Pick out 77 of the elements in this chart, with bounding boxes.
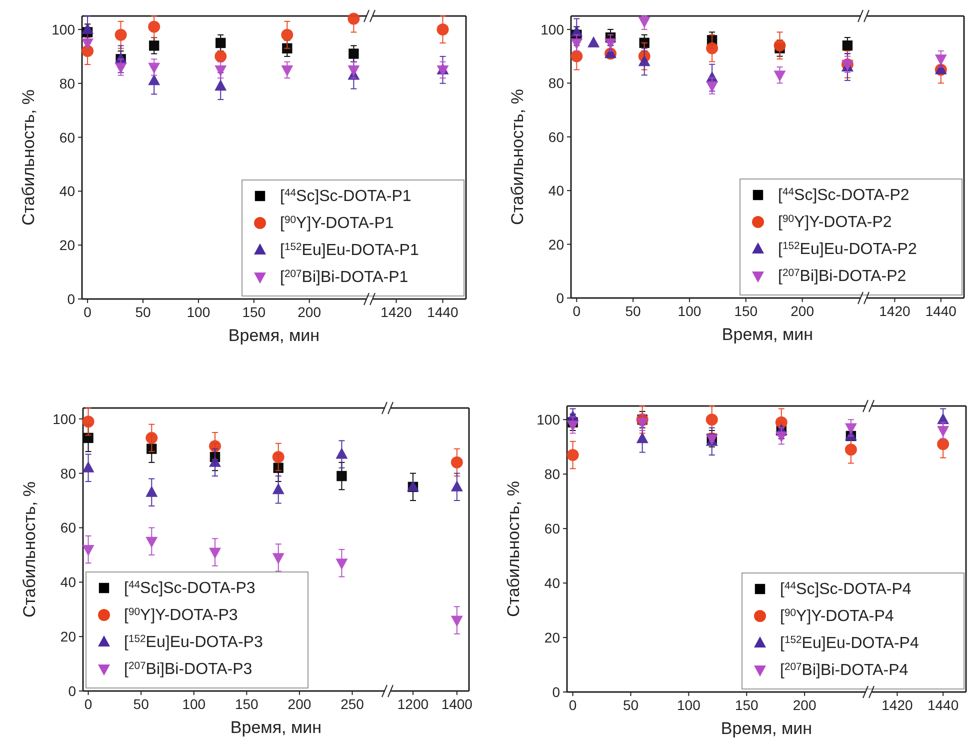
- y-axis-title: Стабильность, %: [504, 481, 523, 617]
- y-tick-label: 20: [60, 628, 76, 645]
- x-tick-label: 1420: [882, 697, 913, 713]
- legend-label: [$^{207}$Bi]Bi-DOTA-P1: [280, 268, 408, 286]
- y-tick-label: 60: [60, 520, 76, 536]
- y-tick-label: 60: [548, 128, 564, 145]
- x-tick-label: 250: [340, 696, 364, 712]
- legend-label: [$^{44}$Sc]Sc-DOTA-P4: [780, 580, 912, 598]
- legend-label: [$^{152}$Eu]Eu-DOTA-P4: [780, 634, 919, 652]
- x-tick-label: 1440: [927, 697, 959, 713]
- y-tick-label: 0: [552, 684, 560, 700]
- y-tick-label: 80: [548, 75, 564, 92]
- x-axis-title: Время, мин: [228, 326, 320, 345]
- x-tick-label: 50: [135, 304, 151, 320]
- y-tick-label: 0: [556, 290, 564, 306]
- y-tick-label: 20: [544, 630, 560, 646]
- x-tick-label: 200: [790, 303, 814, 319]
- y-tick-label: 60: [544, 520, 560, 537]
- x-tick-label: 1200: [397, 696, 429, 712]
- y-tick-label: 40: [60, 574, 76, 590]
- y-axis-title: Стабильность, %: [19, 90, 38, 226]
- legend-label: [$^{152}$Eu]Eu-DOTA-P3: [124, 634, 263, 651]
- y-tick-label: 40: [548, 182, 564, 199]
- x-tick-label: 200: [792, 697, 816, 713]
- x-tick-label: 100: [182, 696, 206, 712]
- legend-label: [$^{152}$Eu]Eu-DOTA-P1: [280, 242, 419, 259]
- legend-label: [$^{207}$Bi]Bi-DOTA-P2: [778, 268, 906, 285]
- x-axis-title: Время, мин: [230, 718, 322, 737]
- x-tick-label: 0: [84, 304, 92, 320]
- x-tick-label: 0: [84, 696, 92, 712]
- y-tick-label: 80: [59, 75, 76, 92]
- x-tick-label: 50: [133, 696, 150, 712]
- y-axis-title: Стабильность, %: [20, 482, 39, 618]
- x-tick-label: 1420: [879, 303, 910, 319]
- x-tick-label: 200: [298, 304, 322, 320]
- y-tick-label: 100: [540, 21, 564, 38]
- y-tick-label: 40: [59, 183, 76, 200]
- y-tick-label: 40: [544, 575, 560, 592]
- y-tick-label: 80: [544, 466, 560, 482]
- x-axis-title: Время, мин: [720, 719, 812, 738]
- y-tick-label: 80: [60, 465, 76, 482]
- legend-label: [$^{207}$Bi]Bi-DOTA-P4: [780, 662, 908, 679]
- legend-label: [$^{207}$Bi]Bi-DOTA-P3: [124, 660, 252, 678]
- x-tick-label: 1400: [441, 696, 473, 712]
- x-tick-label: 100: [677, 697, 701, 713]
- x-tick-label: 50: [622, 697, 639, 713]
- x-tick-label: 150: [734, 303, 758, 319]
- y-tick-label: 100: [536, 412, 560, 428]
- legend-label: [$^{152}$Eu]Eu-DOTA-P2: [778, 240, 917, 258]
- x-tick-label: 1440: [925, 303, 957, 319]
- x-tick-label: 150: [242, 304, 266, 320]
- x-tick-label: 0: [572, 303, 581, 319]
- y-tick-label: 20: [59, 237, 76, 254]
- y-tick-label: 0: [68, 683, 76, 699]
- x-tick-label: 100: [186, 304, 210, 320]
- legend-label: [$^{44}$Sc]Sc-DOTA-P3: [124, 580, 256, 597]
- legend-label: [$^{90}$Y]Y-DOTA-P2: [778, 214, 892, 231]
- x-tick-label: 1440: [427, 304, 459, 320]
- legend-label: [$^{44}$Sc]Sc-DOTA-P1: [280, 188, 412, 205]
- y-axis-title: Стабильность, %: [508, 89, 527, 225]
- y-tick-label: 100: [52, 410, 76, 427]
- x-tick-label: 150: [234, 696, 259, 712]
- x-tick-label: 200: [288, 696, 312, 712]
- y-tick-label: 100: [52, 21, 76, 38]
- x-tick-label: 150: [734, 697, 759, 713]
- x-tick-label: 100: [678, 303, 702, 319]
- legend-label: [$^{44}$Sc]Sc-DOTA-P2: [778, 186, 910, 204]
- x-axis-title: Время, мин: [722, 325, 814, 344]
- y-tick-label: 20: [548, 236, 564, 252]
- y-tick-label: 0: [67, 291, 76, 307]
- legend-label: [$^{90}$Y]Y-DOTA-P1: [280, 214, 394, 232]
- y-tick-label: 60: [59, 129, 76, 146]
- legend-label: [$^{90}$Y]Y-DOTA-P3: [124, 606, 238, 624]
- x-tick-label: 50: [625, 303, 642, 319]
- x-tick-label: 1420: [380, 304, 412, 320]
- legend-label: [$^{90}$Y]Y-DOTA-P4: [780, 608, 894, 625]
- x-tick-label: 0: [568, 697, 577, 713]
